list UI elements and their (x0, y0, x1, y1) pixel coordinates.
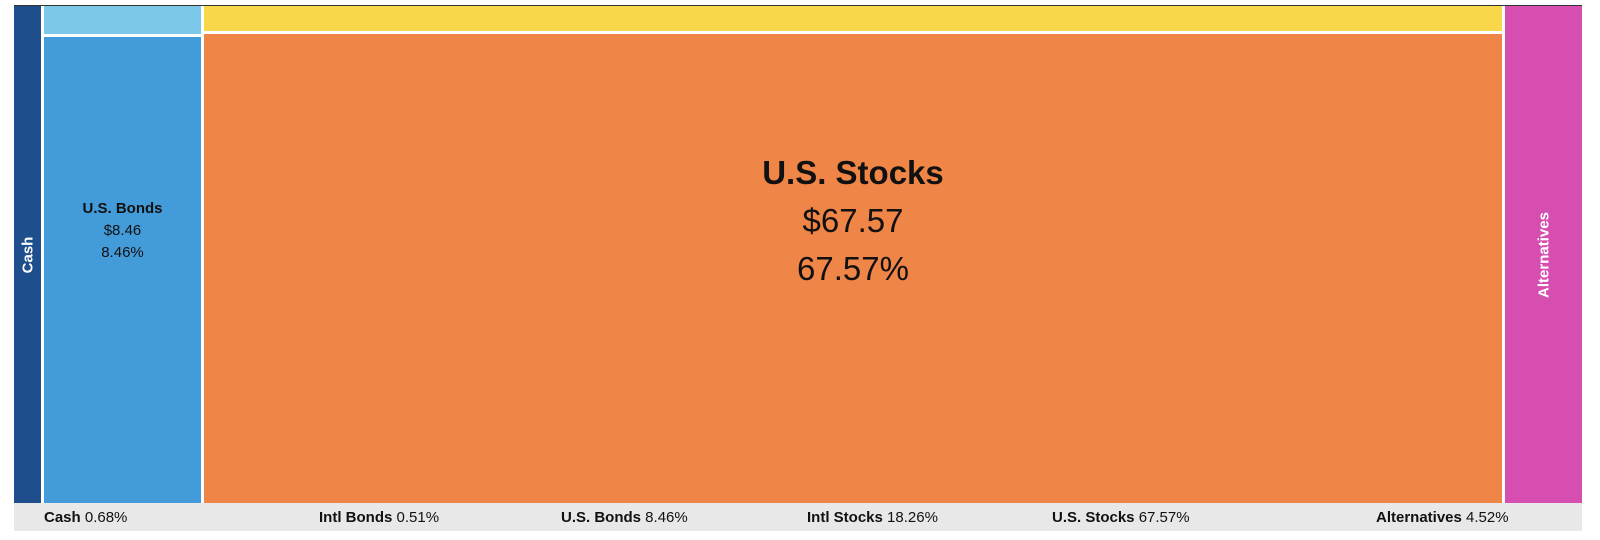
legend-item-u-s-bonds[interactable]: U.S. Bonds 8.46% (561, 509, 688, 526)
cell-name-u-s-bonds: U.S. Bonds (82, 199, 163, 217)
cell-label-u-s-stocks: U.S. Stocks $67.57 67.57% (204, 149, 1502, 293)
cell-value-u-s-bonds: $8.46 (103, 221, 142, 239)
legend-name: Intl Stocks (807, 509, 883, 526)
cell-label-u-s-bonds: U.S. Bonds $8.46 8.46% (44, 198, 201, 264)
legend-pct: 0.68% (80, 509, 128, 526)
legend-item-cash[interactable]: Cash 0.68% (44, 509, 127, 526)
treemap-cell-u-s-bonds[interactable]: U.S. Bonds $8.46 8.46% (44, 37, 201, 504)
legend-pct: 67.57% (1134, 509, 1190, 526)
legend-name: U.S. Stocks (1052, 509, 1135, 526)
legend-name: U.S. Bonds (561, 509, 642, 526)
legend-name: Alternatives (1376, 509, 1462, 526)
legend-pct: 4.52% (1461, 509, 1509, 526)
cell-value-u-s-stocks: $67.57 (802, 202, 904, 239)
cell-label-cash: Cash (19, 236, 36, 274)
treemap-cell-alternatives[interactable]: Alternatives (1505, 6, 1582, 504)
treemap-cell-intl-bonds[interactable] (44, 6, 201, 34)
legend-pct: 0.51% (392, 509, 440, 526)
treemap-chart: Cash U.S. Bonds $8.46 8.46% U.S. Stocks $67.5… (14, 5, 1582, 504)
legend: Cash 0.68% Intl Bonds 0.51% U.S. Bonds 8.4… (14, 503, 1582, 531)
legend-item-intl-bonds[interactable]: Intl Bonds 0.51% (319, 509, 439, 526)
cell-name-u-s-stocks: U.S. Stocks (762, 154, 944, 191)
treemap-cell-intl-stocks[interactable] (204, 6, 1502, 31)
cell-label-alternatives: Alternatives (1535, 212, 1552, 298)
treemap-cell-u-s-stocks[interactable]: U.S. Stocks $67.57 67.57% (204, 34, 1502, 504)
legend-item-intl-stocks[interactable]: Intl Stocks 18.26% (807, 509, 938, 526)
legend-item-alternatives[interactable]: Alternatives 4.52% (1376, 509, 1509, 526)
cell-percent-u-s-bonds: 8.46% (101, 243, 144, 261)
legend-pct: 8.46% (641, 509, 688, 526)
treemap-cell-cash[interactable]: Cash (14, 6, 41, 504)
legend-pct: 18.26% (882, 509, 938, 526)
cell-percent-u-s-stocks: 67.57% (797, 250, 909, 287)
legend-name: Cash (44, 509, 81, 526)
legend-name: Intl Bonds (319, 509, 393, 526)
legend-item-u-s-stocks[interactable]: U.S. Stocks 67.57% (1052, 509, 1190, 526)
